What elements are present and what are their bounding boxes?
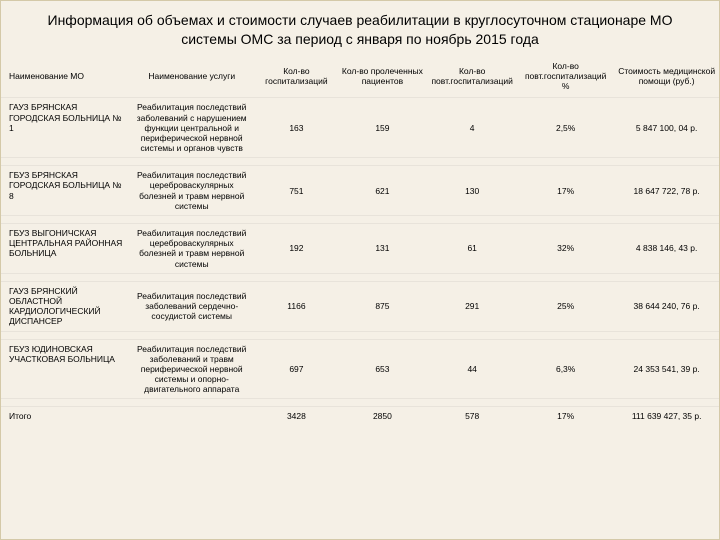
- col-cost-header: Стоимость медицинской помощи (руб.): [614, 57, 719, 98]
- data-table: Наименование МО Наименование услуги Кол-…: [1, 57, 719, 426]
- col-rehosp-header: Кол-во повт.госпитализаций: [427, 57, 517, 98]
- cell-hosp: 163: [255, 98, 337, 158]
- table-row: ГБУЗ ЮДИНОВСКАЯ УЧАСТКОВАЯ БОЛЬНИЦА Реаб…: [1, 339, 719, 399]
- cell-rehosp: 130: [427, 166, 517, 216]
- col-service-header: Наименование услуги: [128, 57, 255, 98]
- cell-rehosp-pct: 2,5%: [517, 98, 614, 158]
- cell-mo: ГБУЗ ЮДИНОВСКАЯ УЧАСТКОВАЯ БОЛЬНИЦА: [1, 339, 128, 399]
- cell-cost: 38 644 240, 76 р.: [614, 281, 719, 331]
- cell-hosp: 192: [255, 224, 337, 274]
- cell-patients: 653: [338, 339, 428, 399]
- total-cost: 111 639 427, 35 р.: [614, 407, 719, 426]
- col-mo-header: Наименование МО: [1, 57, 128, 98]
- total-hosp: 3428: [255, 407, 337, 426]
- cell-service: Реабилитация последствий заболеваний и т…: [128, 339, 255, 399]
- total-rehosp-pct: 17%: [517, 407, 614, 426]
- page-container: Информация об объемах и стоимости случае…: [0, 0, 720, 540]
- table-header-row: Наименование МО Наименование услуги Кол-…: [1, 57, 719, 98]
- table-row: ГАУЗ БРЯНСКИЙ ОБЛАСТНОЙ КАРДИОЛОГИЧЕСКИЙ…: [1, 281, 719, 331]
- cell-cost: 5 847 100, 04 р.: [614, 98, 719, 158]
- page-title: Информация об объемах и стоимости случае…: [1, 1, 719, 57]
- cell-hosp: 697: [255, 339, 337, 399]
- cell-rehosp-pct: 25%: [517, 281, 614, 331]
- cell-rehosp: 4: [427, 98, 517, 158]
- cell-mo: ГАУЗ БРЯНСКАЯ ГОРОДСКАЯ БОЛЬНИЦА № 1: [1, 98, 128, 158]
- cell-mo: ГБУЗ ВЫГОНИЧСКАЯ ЦЕНТРАЛЬНАЯ РАЙОННАЯ БО…: [1, 224, 128, 274]
- cell-service: Реабилитация последствий цереброваскуляр…: [128, 166, 255, 216]
- cell-mo: ГАУЗ БРЯНСКИЙ ОБЛАСТНОЙ КАРДИОЛОГИЧЕСКИЙ…: [1, 281, 128, 331]
- table-row: ГБУЗ ВЫГОНИЧСКАЯ ЦЕНТРАЛЬНАЯ РАЙОННАЯ БО…: [1, 224, 719, 274]
- table-row: ГАУЗ БРЯНСКАЯ ГОРОДСКАЯ БОЛЬНИЦА № 1 Реа…: [1, 98, 719, 158]
- total-label: Итого: [1, 407, 128, 426]
- cell-cost: 24 353 541, 39 р.: [614, 339, 719, 399]
- cell-rehosp-pct: 17%: [517, 166, 614, 216]
- cell-patients: 131: [338, 224, 428, 274]
- cell-service: Реабилитация последствий заболеваний с н…: [128, 98, 255, 158]
- col-patients-header: Кол-во пролеченных пациентов: [338, 57, 428, 98]
- cell-cost: 18 647 722, 78 р.: [614, 166, 719, 216]
- cell-service: Реабилитация последствий заболеваний сер…: [128, 281, 255, 331]
- total-patients: 2850: [338, 407, 428, 426]
- cell-patients: 875: [338, 281, 428, 331]
- cell-rehosp-pct: 6,3%: [517, 339, 614, 399]
- cell-patients: 159: [338, 98, 428, 158]
- cell-patients: 621: [338, 166, 428, 216]
- cell-cost: 4 838 146, 43 р.: [614, 224, 719, 274]
- cell-rehosp: 44: [427, 339, 517, 399]
- col-hosp-header: Кол-во госпитализаций: [255, 57, 337, 98]
- cell-hosp: 751: [255, 166, 337, 216]
- table-body: ГАУЗ БРЯНСКАЯ ГОРОДСКАЯ БОЛЬНИЦА № 1 Реа…: [1, 98, 719, 426]
- cell-rehosp-pct: 32%: [517, 224, 614, 274]
- cell-service: Реабилитация последствий цереброваскуляр…: [128, 224, 255, 274]
- col-rehosp-pct-header: Кол-во повт.госпитализаций %: [517, 57, 614, 98]
- cell-rehosp: 61: [427, 224, 517, 274]
- total-rehosp: 578: [427, 407, 517, 426]
- table-row: ГБУЗ БРЯНСКАЯ ГОРОДСКАЯ БОЛЬНИЦА № 8 Реа…: [1, 166, 719, 216]
- cell-rehosp: 291: [427, 281, 517, 331]
- cell-hosp: 1166: [255, 281, 337, 331]
- total-service: [128, 407, 255, 426]
- cell-mo: ГБУЗ БРЯНСКАЯ ГОРОДСКАЯ БОЛЬНИЦА № 8: [1, 166, 128, 216]
- total-row: Итого 3428 2850 578 17% 111 639 427, 35 …: [1, 407, 719, 426]
